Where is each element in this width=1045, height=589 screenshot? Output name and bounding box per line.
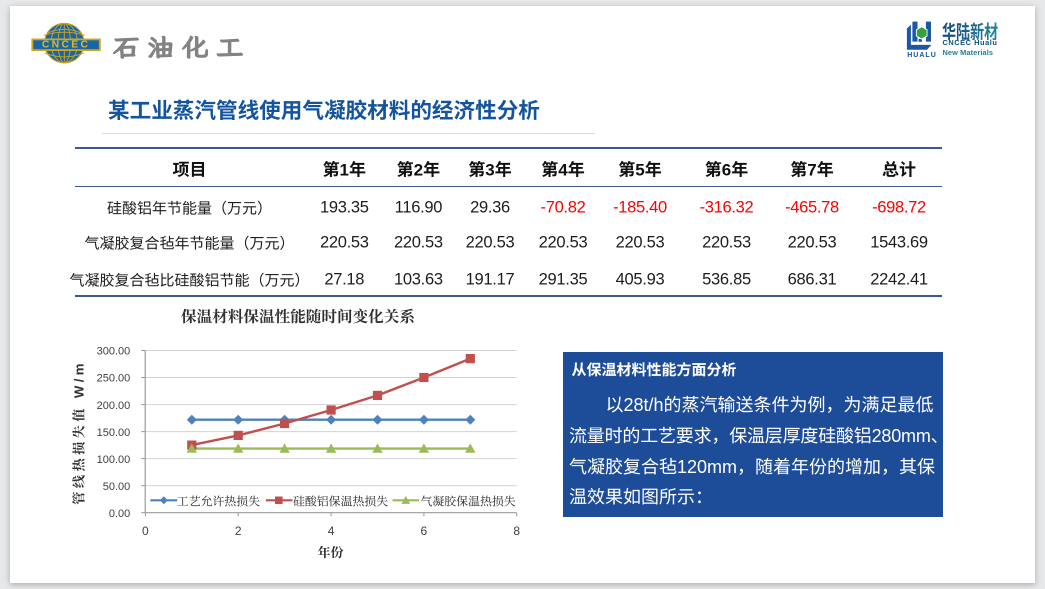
svg-text:100.00: 100.00: [97, 454, 131, 466]
svg-text:50.00: 50.00: [103, 481, 131, 493]
svg-text:8: 8: [513, 524, 520, 538]
svg-text:工艺允许热损失: 工艺允许热损失: [177, 492, 260, 509]
svg-text:2: 2: [235, 524, 242, 538]
svg-text:6: 6: [421, 524, 428, 538]
svg-text:150.00: 150.00: [97, 427, 131, 439]
svg-text:硅酸铝保温热损失: 硅酸铝保温热损失: [293, 492, 388, 509]
svg-text:4: 4: [328, 524, 335, 538]
svg-text:250.00: 250.00: [97, 373, 131, 385]
svg-text:CNCEC: CNCEC: [42, 40, 90, 51]
svg-text:保温材料保温性能随时间变化关系: 保温材料保温性能随时间变化关系: [181, 305, 415, 327]
svg-text:200.00: 200.00: [97, 400, 131, 412]
svg-text:气凝胶保温热损失: 气凝胶保温热损失: [421, 492, 516, 509]
svg-text:0.00: 0.00: [109, 508, 130, 520]
svg-text:年份: 年份: [317, 542, 343, 561]
svg-text:300.00: 300.00: [97, 346, 131, 358]
svg-text:管线热损失值 W/m: 管线热损失值 W/m: [68, 360, 87, 505]
svg-text:0: 0: [142, 524, 149, 538]
